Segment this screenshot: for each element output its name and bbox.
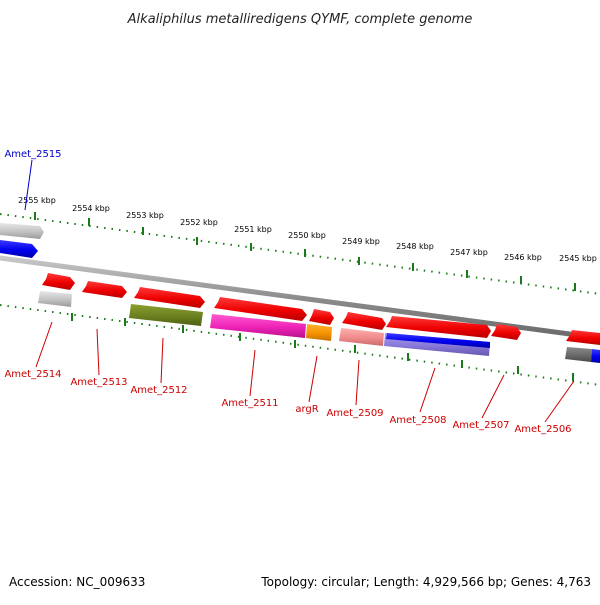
- gene-feature[interactable]: [82, 281, 127, 298]
- gene-label[interactable]: Amet_2509: [326, 408, 383, 419]
- tick-label: 2551 kbp: [234, 225, 272, 234]
- leader-line: [249, 349, 256, 397]
- genome-summary-text: Topology: circular; Length: 4,929,566 bp…: [260, 575, 591, 589]
- features-red: [42, 273, 600, 345]
- tick-label: 2555 kbp: [18, 196, 56, 205]
- tick-label: 2550 kbp: [288, 231, 326, 240]
- gene-feature[interactable]: [386, 316, 491, 338]
- tick-label: 2552 kbp: [180, 218, 218, 227]
- leader-line: [355, 359, 360, 406]
- gene-label[interactable]: Amet_2508: [389, 415, 446, 426]
- tick-label: 2547 kbp: [450, 248, 488, 257]
- tick-label: 2549 kbp: [342, 237, 380, 246]
- features-outer: [0, 223, 44, 258]
- inner-ticks: [71, 313, 574, 381]
- gene-feature[interactable]: [38, 291, 72, 307]
- tick-label: 2553 kbp: [126, 211, 164, 220]
- gene-feature[interactable]: [309, 309, 334, 325]
- scale-labels: 2555 kbp 2554 kbp 2553 kbp 2552 kbp 2551…: [18, 196, 597, 263]
- gene-feature[interactable]: [210, 314, 306, 338]
- gene-feature[interactable]: [42, 273, 75, 290]
- leader-line: [308, 355, 318, 403]
- gene-feature[interactable]: [0, 240, 38, 258]
- accession-text: Accession: NC_009633: [9, 575, 145, 589]
- gene-label[interactable]: Amet_2507: [452, 420, 509, 431]
- gene-labels: Amet_2515 Amet_2514 Amet_2513 Amet_2512 …: [4, 149, 571, 435]
- features-inner: [38, 291, 600, 363]
- tick-label: 2548 kbp: [396, 242, 434, 251]
- gene-label[interactable]: Amet_2512: [130, 385, 187, 396]
- gene-feature[interactable]: [342, 312, 386, 330]
- leader-line: [544, 380, 575, 423]
- gene-feature[interactable]: [0, 223, 44, 239]
- gene-label[interactable]: Amet_2506: [514, 424, 571, 435]
- tick-label: 2546 kbp: [504, 253, 542, 262]
- gene-label[interactable]: argR: [295, 404, 318, 415]
- outer-ticks: [34, 212, 576, 291]
- genome-backbone: [0, 255, 600, 341]
- tick-label: 2545 kbp: [559, 254, 597, 263]
- leader-lines: [24, 159, 575, 423]
- tick-label: 2554 kbp: [72, 204, 110, 213]
- gene-label[interactable]: Amet_2513: [70, 377, 127, 388]
- gene-label[interactable]: Amet_2514: [4, 369, 61, 380]
- gene-feature[interactable]: [339, 328, 384, 346]
- leader-line: [481, 374, 505, 419]
- gene-feature[interactable]: [129, 304, 203, 326]
- gene-feature[interactable]: [491, 324, 521, 340]
- leader-line: [160, 337, 164, 384]
- gene-feature[interactable]: [386, 333, 490, 348]
- leader-line: [35, 321, 53, 368]
- leader-line: [24, 159, 33, 211]
- gene-label[interactable]: Amet_2511: [221, 398, 278, 409]
- gene-feature[interactable]: [591, 349, 600, 363]
- gene-feature[interactable]: [566, 330, 600, 345]
- leader-line: [419, 367, 436, 413]
- gene-feature[interactable]: [214, 297, 307, 321]
- map-title: Alkaliphilus metalliredigens QYMF, compl…: [127, 12, 473, 27]
- gene-label[interactable]: Amet_2515: [4, 149, 61, 160]
- gene-feature[interactable]: [565, 347, 592, 362]
- leader-line: [96, 328, 100, 376]
- gene-feature[interactable]: [306, 324, 332, 341]
- gene-feature[interactable]: [134, 287, 205, 308]
